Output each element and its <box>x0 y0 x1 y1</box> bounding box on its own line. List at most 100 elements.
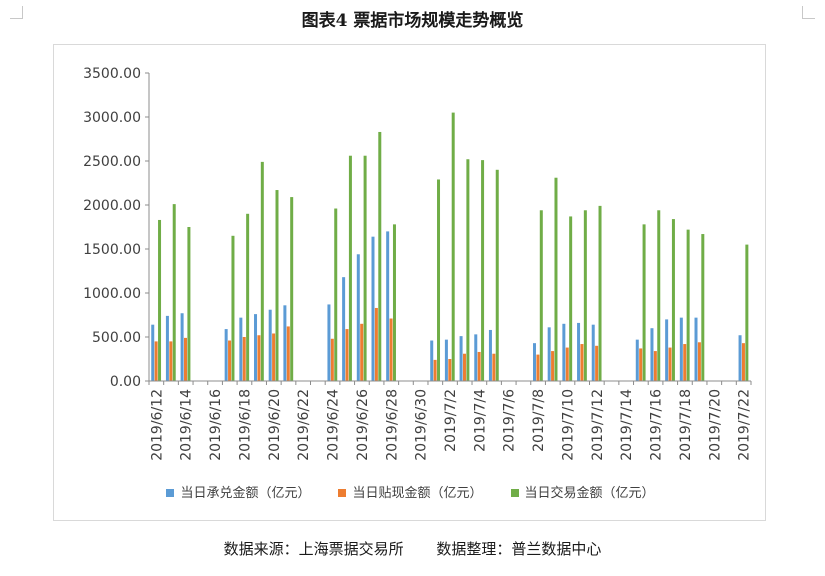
x-tick-label: 2019/6/16 <box>208 389 224 461</box>
x-tick-label: 2019/7/8 <box>531 389 547 452</box>
bar-series-2 <box>462 353 466 381</box>
bar-series-2 <box>653 351 657 381</box>
bar-chart: 0.00 500.00 1000.00 1500.00 2000.00 2500.00 30… <box>83 66 753 461</box>
bar-series-3 <box>172 204 176 381</box>
x-tick-label: 2019/7/16 <box>649 389 665 461</box>
y-tick-label: 2000.00 <box>83 198 141 214</box>
bar-series-1 <box>254 314 258 381</box>
figure-title: 图表4 票据市场规模走势概览 <box>301 11 524 31</box>
bar-series-1 <box>371 236 375 381</box>
bar-series-2 <box>565 347 569 381</box>
bar-series-2 <box>242 337 246 381</box>
bar-series-1 <box>679 317 683 381</box>
x-tick-label: 2019/7/10 <box>560 389 576 461</box>
bar-series-3 <box>158 219 162 381</box>
x-tick-label: 2019/6/12 <box>149 389 165 461</box>
bar-series-2 <box>668 347 672 381</box>
x-tick-label: 2019/6/28 <box>384 389 400 461</box>
bar-series-3 <box>481 160 485 381</box>
x-tick-label: 2019/7/4 <box>472 389 488 452</box>
bar-series-2 <box>595 345 599 381</box>
bar-series-2 <box>433 359 437 381</box>
bar-series-3 <box>495 169 499 381</box>
bar-series-2 <box>551 351 555 381</box>
bar-series-2 <box>536 354 540 381</box>
bar-series-1 <box>533 343 536 381</box>
bar-series-1 <box>180 313 184 381</box>
bar-series-3 <box>348 155 352 381</box>
bar-series-2 <box>286 326 290 381</box>
bar-series-3 <box>187 227 191 381</box>
bar-series-3 <box>701 234 705 381</box>
bar-series-1 <box>283 305 287 381</box>
bar-series-2 <box>154 341 158 381</box>
bar-series-3 <box>275 190 279 381</box>
bar-series-1 <box>591 324 595 381</box>
legend-swatch <box>338 489 347 497</box>
bar-series-3 <box>598 205 602 381</box>
bar-series-2 <box>389 318 393 381</box>
bar-series-3 <box>671 219 675 381</box>
legend-item: 当日交易金额（亿元） <box>510 482 655 501</box>
y-tick-label: 1500.00 <box>83 242 141 258</box>
bar-series-1 <box>239 317 243 381</box>
bar-series-2 <box>257 335 261 381</box>
bar-series-3 <box>260 161 264 381</box>
figure-source: 数据来源：上海票据交易所 数据整理：普兰数据中心 <box>0 538 825 559</box>
bar-series-2 <box>683 344 687 381</box>
bar-series-2 <box>272 333 276 381</box>
bar-series-3 <box>378 131 382 381</box>
bar-series-1 <box>738 335 742 381</box>
x-tick-label: 2019/6/22 <box>296 389 312 461</box>
x-tick-label: 2019/7/18 <box>678 389 694 461</box>
bar-series-3 <box>657 210 661 381</box>
bar-series-3 <box>334 208 338 381</box>
legend-swatch <box>510 489 519 497</box>
y-tick-label: 0.00 <box>110 374 141 390</box>
x-tick-label: 2019/6/14 <box>179 389 195 461</box>
legend-label: 当日贴现金额（亿元） <box>352 486 483 501</box>
bar-series-3 <box>451 112 455 381</box>
bar-series-1 <box>547 327 551 381</box>
bar-series-1 <box>665 319 669 381</box>
bar-series-3 <box>231 235 235 381</box>
source-text: 数据来源：上海票据交易所 <box>223 540 404 558</box>
bar-series-3 <box>290 197 294 381</box>
bar-series-2 <box>169 341 173 381</box>
bar-series-2 <box>360 323 364 381</box>
bar-series-3 <box>363 155 367 381</box>
x-tick-label: 2019/7/20 <box>707 389 723 461</box>
bar-series-3 <box>539 210 543 381</box>
x-tick-label: 2019/6/30 <box>414 389 430 461</box>
bar-series-2 <box>580 344 584 381</box>
bar-series-2 <box>477 351 481 381</box>
bar-series-1 <box>151 324 155 381</box>
legend-item: 当日承兑金额（亿元） <box>166 482 310 501</box>
bar-series-1 <box>694 317 698 381</box>
bar-series-3 <box>437 179 441 381</box>
bar-series-2 <box>374 307 378 381</box>
x-tick-label: 2019/7/2 <box>443 389 459 452</box>
x-tick-label: 2019/6/18 <box>237 389 253 461</box>
legend-item: 当日贴现金额（亿元） <box>338 482 483 501</box>
legend-label: 当日交易金额（亿元） <box>524 486 655 501</box>
bar-series-1 <box>165 315 169 381</box>
y-tick-label: 2500.00 <box>83 154 141 170</box>
bar-series-2 <box>741 343 745 381</box>
x-tick-label: 2019/7/6 <box>502 389 518 452</box>
bar-series-1 <box>430 340 434 381</box>
x-tick-label: 2019/7/22 <box>737 389 753 461</box>
chart-area: 0.00 500.00 1000.00 1500.00 2000.00 2500.00 30… <box>53 44 766 521</box>
bar-series-3 <box>569 216 573 381</box>
bar-series-1 <box>268 309 272 381</box>
x-tick-label: 2019/7/12 <box>590 389 606 461</box>
corner-mark-right <box>802 6 815 19</box>
bar-series-1 <box>386 231 390 381</box>
bar-series-1 <box>577 322 581 381</box>
bar-series-2 <box>330 338 334 381</box>
bar-series-3 <box>466 159 470 381</box>
bar-series-2 <box>184 337 188 381</box>
bar-series-3 <box>554 177 558 381</box>
bar-series-3 <box>246 213 250 381</box>
bar-series-2 <box>228 340 232 381</box>
